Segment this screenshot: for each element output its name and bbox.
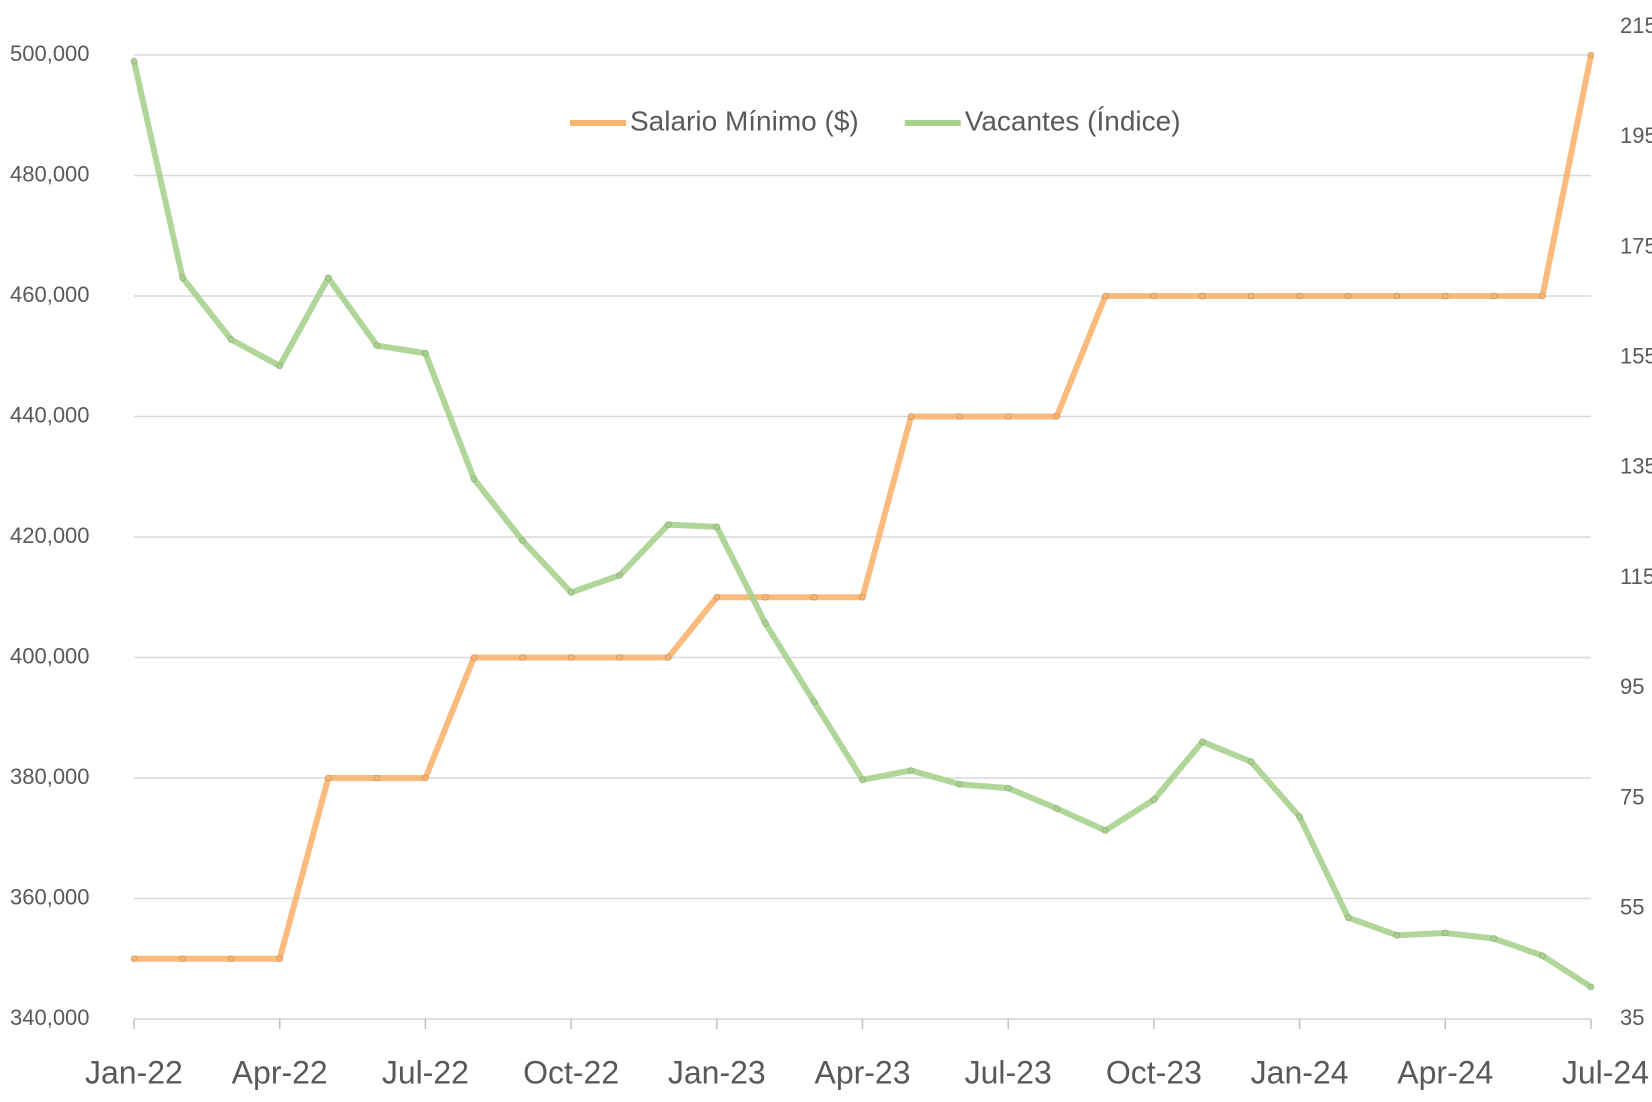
point [1441,292,1449,300]
y-tick-label: 420,000 [10,523,90,548]
point [324,774,332,782]
point [1053,804,1061,812]
x-tick-label: Apr-22 [232,1054,328,1090]
point [1344,292,1352,300]
point [1198,738,1206,746]
point [713,523,721,531]
point [1198,292,1206,300]
x-tick-label: Jul-24 [1562,1054,1649,1090]
point [1101,292,1109,300]
point [1538,292,1546,300]
point [761,593,769,601]
point [810,698,818,706]
point [1247,758,1255,766]
y-tick-label: 440,000 [10,402,90,427]
legend-label: Vacantes (Índice) [965,105,1181,136]
point [956,413,964,420]
point [519,654,527,661]
point [1490,292,1498,300]
y2-tick-label: 215 [1620,13,1652,38]
y-tick-label: 380,000 [10,764,90,789]
y-tick-label: 400,000 [10,643,90,668]
point [130,955,138,963]
point [1296,292,1304,300]
point [713,593,721,601]
point [1441,929,1449,937]
point [179,274,187,282]
point [761,619,769,627]
point [276,955,284,963]
series-line [134,54,1594,962]
y2-tick-label: 75 [1620,784,1644,809]
point [664,654,672,661]
point [373,342,381,350]
point [1587,51,1595,59]
point [907,413,915,420]
point [1587,983,1595,991]
point [276,362,284,370]
y-tick-label: 500,000 [10,41,90,66]
x-tick-label: Apr-24 [1397,1054,1493,1090]
point [859,776,866,784]
point [179,955,187,963]
y-tick-label: 360,000 [10,884,90,909]
point [664,521,672,529]
point [1490,935,1498,943]
point [907,766,915,774]
point [567,654,575,661]
x-tick-label: Oct-23 [1106,1054,1202,1090]
point [616,571,624,579]
y2-tick-label: 95 [1620,674,1644,699]
point [1150,292,1158,300]
point [324,274,332,282]
point [470,475,478,483]
point [1344,914,1352,922]
point [1538,952,1546,960]
y2-tick-label: 35 [1620,1005,1644,1030]
x-tick-label: Jul-22 [382,1054,469,1090]
point [1004,784,1012,792]
point [470,654,478,661]
point [421,349,429,357]
y2-tick-label: 175 [1620,233,1652,258]
point [1393,931,1401,939]
point [956,780,964,788]
point [1101,827,1109,835]
point [421,774,429,782]
point [1150,796,1158,804]
y2-tick-label: 55 [1620,895,1644,920]
x-tick-label: Jan-23 [668,1054,766,1090]
y2-tick-label: 155 [1620,343,1652,368]
legend-label: Salario Mínimo ($) [630,105,859,136]
point [227,335,235,343]
point [130,57,138,65]
point [373,774,381,782]
y-tick-label: 480,000 [10,161,90,186]
point [1004,413,1012,420]
x-tick-label: Apr-23 [814,1054,910,1090]
y2-tick-label: 195 [1620,123,1652,148]
x-tick-label: Jan-24 [1251,1054,1349,1090]
y-tick-label: 340,000 [10,1005,90,1030]
x-tick-label: Jul-23 [965,1054,1052,1090]
y-tick-label: 460,000 [10,282,90,307]
point [1296,813,1304,821]
point [1053,413,1061,420]
y2-tick-label: 135 [1620,454,1652,479]
point [810,593,818,601]
x-tick-label: Oct-22 [523,1054,619,1090]
series-line [131,60,1593,990]
point [1247,292,1255,300]
point [859,593,866,601]
point [616,654,624,661]
point [567,588,575,596]
point [519,537,527,545]
y2-tick-label: 115 [1620,564,1652,589]
point [1393,292,1401,300]
x-tick-label: Jan-22 [85,1054,183,1090]
point [227,955,235,963]
